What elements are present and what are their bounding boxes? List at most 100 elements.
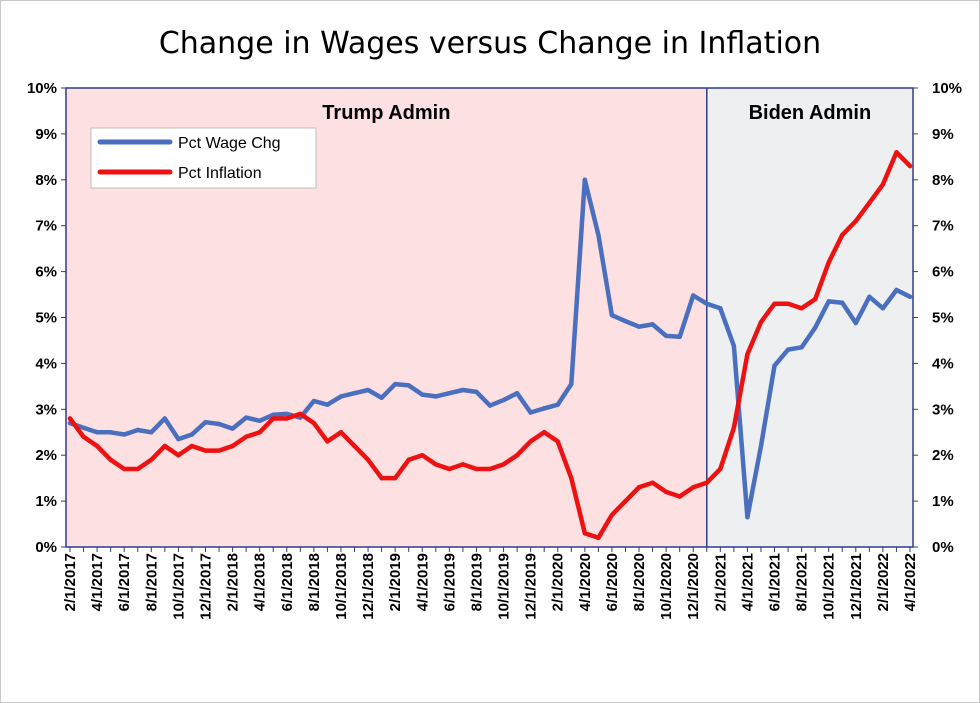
data-point-inflation — [325, 439, 330, 444]
x-tick-label: 6/1/2019 — [441, 553, 458, 611]
data-point-wage — [216, 421, 222, 427]
data-point-inflation — [420, 453, 425, 458]
x-tick-label: 2/1/2021 — [712, 553, 729, 611]
x-tick-label: 6/1/2018 — [279, 553, 296, 611]
y-tick-label-right: 7% — [932, 218, 954, 235]
data-point-wage — [636, 324, 642, 329]
data-point-wage — [203, 419, 208, 425]
data-point-inflation — [582, 531, 588, 536]
data-point-inflation — [772, 301, 777, 306]
data-point-inflation — [121, 466, 127, 472]
data-point-wage — [325, 402, 330, 407]
data-point-inflation — [907, 163, 913, 169]
x-tick-label: 8/1/2017 — [143, 553, 160, 611]
data-point-wage — [555, 402, 560, 407]
data-point-wage — [840, 300, 845, 306]
data-point-inflation — [352, 443, 357, 449]
data-point-inflation — [460, 462, 466, 467]
data-point-inflation — [609, 512, 615, 518]
data-point-wage — [379, 395, 384, 401]
x-tick-label: 4/1/2018 — [252, 553, 269, 611]
x-tick-label: 12/1/2020 — [685, 553, 702, 620]
data-point-inflation — [623, 498, 628, 504]
y-tick-label-right: 3% — [932, 401, 954, 418]
y-tick-label-left: 10% — [27, 80, 57, 97]
x-tick-label: 10/1/2019 — [496, 553, 513, 620]
region-label-trump: Trump Admin — [322, 102, 450, 124]
data-point-inflation — [541, 430, 547, 435]
data-point-inflation — [718, 466, 723, 472]
x-tick-label: 12/1/2021 — [848, 553, 865, 620]
data-point-wage — [799, 345, 804, 350]
data-point-inflation — [663, 489, 669, 495]
data-point-inflation — [785, 301, 791, 306]
data-point-wage — [230, 426, 235, 431]
data-point-inflation — [894, 150, 899, 155]
x-tick-label: 10/1/2018 — [333, 553, 350, 620]
data-point-inflation — [338, 430, 344, 435]
data-point-wage — [541, 406, 547, 411]
y-tick-label-right: 1% — [932, 493, 954, 510]
data-point-inflation — [514, 453, 520, 458]
data-point-inflation — [853, 218, 859, 224]
data-point-wage — [420, 392, 425, 397]
data-point-wage — [487, 403, 493, 408]
data-point-inflation — [677, 494, 682, 499]
data-point-inflation — [176, 453, 181, 458]
chart-title: Change in Wages versus Change in Inflati… — [159, 26, 821, 61]
y-tick-label-left: 5% — [35, 310, 57, 327]
data-point-inflation — [216, 448, 222, 453]
data-point-wage — [447, 391, 452, 396]
x-tick-label: 12/1/2019 — [523, 553, 540, 620]
y-tick-label-left: 4% — [35, 355, 57, 372]
legend-box — [90, 127, 317, 189]
y-tick-label-right: 4% — [932, 355, 954, 372]
data-point-wage — [352, 391, 357, 396]
data-point-inflation — [799, 306, 804, 311]
data-point-inflation — [243, 434, 249, 440]
data-point-wage — [528, 410, 533, 415]
x-tick-label: 2/1/2022 — [875, 553, 892, 611]
x-tick-label: 6/1/2020 — [604, 553, 621, 611]
x-tick-label: 4/1/2021 — [739, 553, 756, 611]
data-point-inflation — [94, 443, 100, 449]
x-tick-label: 4/1/2017 — [89, 553, 106, 611]
data-point-inflation — [812, 296, 818, 302]
x-tick-label: 8/1/2019 — [468, 553, 485, 611]
data-point-inflation — [135, 466, 140, 472]
data-point-inflation — [555, 439, 560, 444]
data-point-wage — [514, 391, 520, 396]
data-point-wage — [704, 301, 709, 306]
x-tick-label: 6/1/2021 — [767, 553, 784, 611]
data-point-inflation — [81, 434, 86, 440]
y-tick-label-right: 0% — [932, 539, 954, 556]
data-point-wage — [108, 430, 113, 435]
data-point-inflation — [230, 443, 235, 449]
data-point-wage — [433, 394, 439, 399]
data-point-wage — [731, 343, 737, 349]
data-point-inflation — [433, 462, 439, 467]
data-point-wage — [162, 416, 168, 421]
x-tick-label: 4/1/2022 — [902, 553, 919, 611]
data-point-wage — [94, 430, 100, 435]
data-point-wage — [663, 333, 669, 339]
data-point-wage — [81, 425, 86, 430]
data-point-wage — [894, 287, 899, 293]
legend-label-wage: Pct Wage Chg — [178, 135, 281, 152]
data-point-wage — [582, 177, 588, 182]
data-point-wage — [623, 318, 628, 324]
data-point-wage — [596, 232, 601, 238]
data-point-inflation — [596, 535, 601, 541]
data-point-wage — [311, 398, 317, 404]
data-point-inflation — [149, 457, 154, 462]
data-point-inflation — [826, 260, 831, 265]
data-point-wage — [745, 514, 750, 520]
data-point-wage — [189, 432, 195, 437]
data-point-inflation — [67, 416, 73, 421]
data-point-inflation — [298, 411, 303, 417]
x-tick-label: 12/1/2018 — [360, 553, 377, 620]
data-point-wage — [609, 313, 615, 318]
data-point-wage — [718, 306, 723, 311]
data-point-inflation — [406, 457, 411, 462]
y-tick-label-left: 0% — [35, 539, 57, 556]
